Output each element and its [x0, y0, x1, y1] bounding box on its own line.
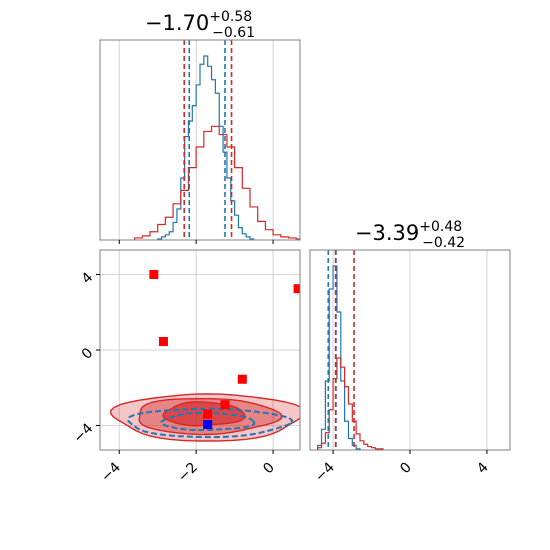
hist-x-tick-marks	[118, 240, 274, 244]
blue-square-point	[203, 420, 213, 430]
hist-y-xtick-label: −4	[312, 459, 338, 485]
blue-contour-level	[160, 411, 256, 432]
hist-y-series-red-step	[317, 357, 384, 450]
scatter-xy-grid	[100, 250, 300, 450]
scatter-xy-xtick-label: −2	[175, 460, 201, 486]
scatter-xy-series	[110, 270, 300, 442]
blue-contour-level	[126, 407, 294, 439]
scatter-xy-ytick-label: 4	[79, 270, 97, 288]
hist-y-xtick-label: 0	[397, 460, 415, 478]
hist-x-series	[134, 55, 300, 240]
red-square-point	[203, 409, 213, 419]
hist-y-title-main: −3.39	[355, 221, 419, 245]
hist-y-series-blue-step	[317, 265, 361, 450]
hist-y-panel: −4 0 4 −3.39+0.48 −0.42	[309, 219, 511, 485]
hist-y-title-sub: −0.42	[422, 235, 465, 251]
hist-x-title-main: −1.70	[145, 11, 209, 35]
hist-x-series-red-step	[134, 125, 300, 240]
scatter-xy-xtick-label: 0	[260, 460, 278, 478]
hist-y-title: −3.39+0.48 −0.42	[355, 219, 465, 251]
hist-x-panel: −1.70+0.58 −0.61	[99, 9, 301, 244]
hist-x-title: −1.70+0.58 −0.61	[145, 9, 255, 41]
scatter-xy-xtick-label: −4	[98, 459, 124, 485]
hist-y-series	[317, 265, 384, 450]
hist-y-quantile-lines	[327, 250, 355, 450]
hist-x-title-sub: −0.61	[212, 25, 255, 41]
hist-x-series-blue-step	[157, 55, 255, 240]
hist-x-grid	[118, 40, 274, 240]
scatter-xy-panel: −4 −2 0 4 0 −4	[70, 249, 301, 486]
red-square-point	[293, 284, 300, 294]
scatter-xy-ytick-label: −4	[70, 420, 96, 446]
red-square-point	[220, 400, 230, 410]
hist-x-title-sup: +0.58	[209, 9, 252, 25]
hist-y-title-sup: +0.48	[419, 219, 462, 235]
hist-x-frame	[99, 39, 301, 241]
hist-x-quantile-lines	[183, 40, 233, 240]
hist-y-tick-marks: −4 0 4	[312, 450, 492, 485]
red-square-point	[158, 337, 168, 347]
hist-y-grid	[332, 250, 488, 450]
red-square-point	[149, 270, 159, 280]
hist-y-xtick-label: 4	[474, 459, 492, 477]
scatter-xy-ytick-label: 0	[79, 345, 97, 363]
red-square-point	[237, 374, 247, 384]
